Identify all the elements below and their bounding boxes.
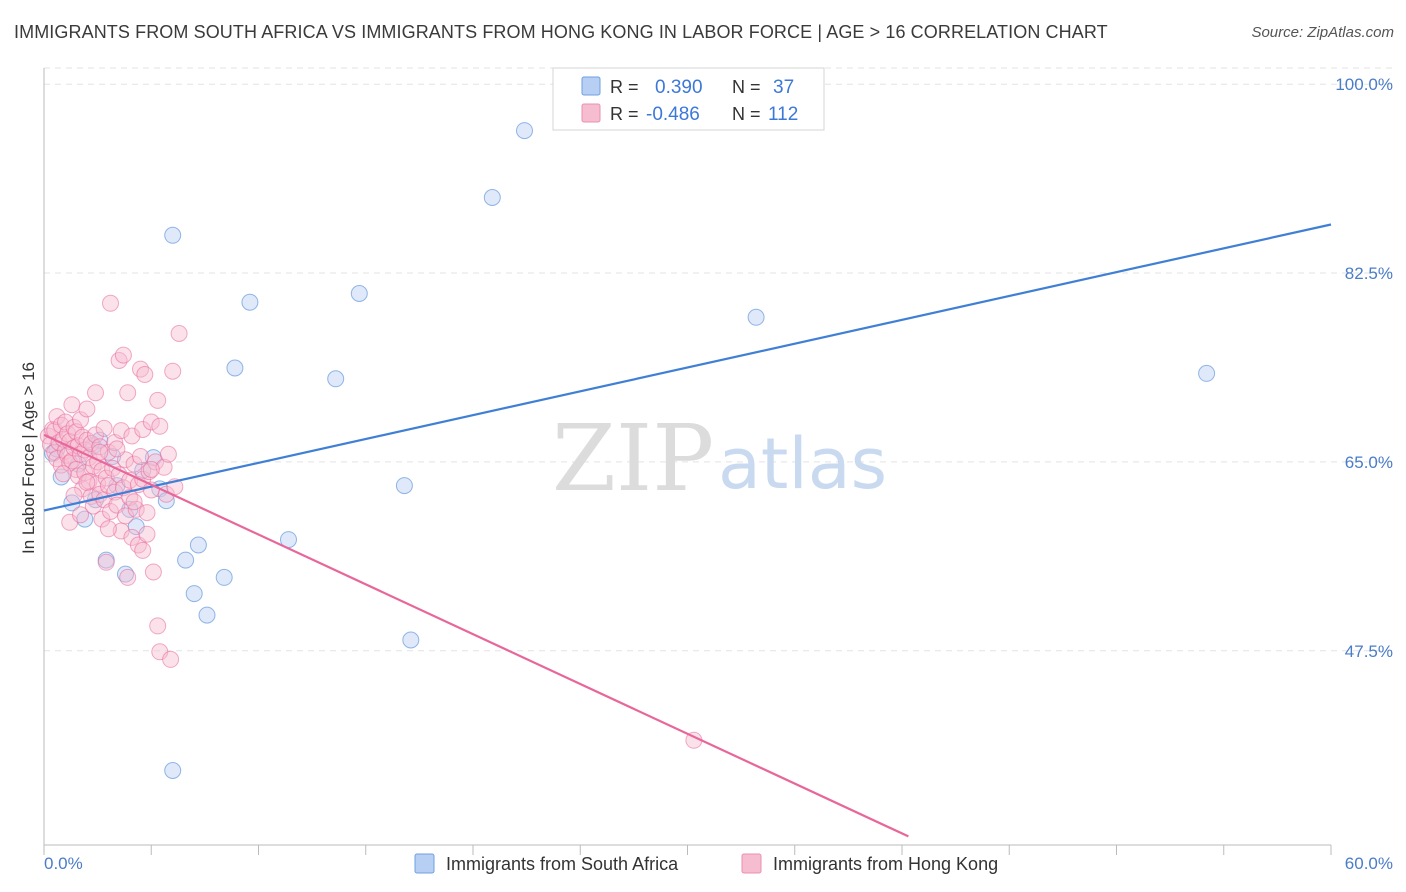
x-tick-label-max: 60.0% — [1345, 854, 1393, 873]
data-point — [747, 308, 765, 326]
bottom-legend: Immigrants from South Africa Immigrants … — [414, 853, 998, 874]
data-point — [1198, 364, 1216, 382]
data-point — [177, 551, 195, 569]
data-point — [164, 362, 182, 380]
data-point — [149, 617, 167, 635]
legend-n-label: N = — [732, 104, 761, 124]
data-point — [142, 413, 160, 431]
data-point — [149, 391, 167, 409]
data-point — [132, 448, 149, 465]
legend-item-hong-kong: Immigrants from Hong Kong — [773, 854, 998, 874]
data-point — [241, 293, 259, 311]
data-point — [112, 422, 130, 440]
legend-n-value: 112 — [768, 104, 798, 125]
trendline-south-africa — [43, 223, 1332, 512]
data-point — [516, 122, 533, 140]
legend-item-south-africa: Immigrants from South Africa — [446, 854, 679, 874]
data-point — [198, 606, 216, 624]
data-point — [87, 384, 104, 402]
data-point — [99, 520, 117, 538]
data-point — [78, 400, 96, 418]
data-point — [170, 325, 188, 342]
data-point — [215, 568, 233, 586]
data-point — [119, 384, 137, 402]
gridlines — [44, 67, 1393, 652]
data-point — [63, 396, 81, 414]
data-point — [327, 370, 345, 388]
y-axis-tick-labels: 47.5% 65.0% 82.5% 100.0% — [1335, 75, 1393, 661]
data-point — [72, 411, 89, 429]
data-point — [136, 366, 154, 383]
data-point — [483, 189, 501, 206]
data-point — [134, 541, 152, 559]
source-label: Source: ZipAtlas.com — [1251, 24, 1394, 41]
legend-n-label: N = — [732, 77, 761, 97]
x-axis-ticks — [43, 845, 1332, 855]
data-point — [138, 525, 156, 543]
data-point — [95, 419, 113, 437]
data-point — [78, 473, 96, 491]
data-point — [189, 536, 207, 554]
data-point — [164, 226, 182, 244]
data-point — [72, 506, 89, 524]
data-point — [97, 553, 115, 571]
data-point — [226, 359, 244, 377]
data-point — [134, 462, 152, 479]
data-point — [102, 294, 119, 312]
y-tick-label: 47.5% — [1345, 642, 1393, 661]
y-tick-label: 82.5% — [1345, 264, 1393, 283]
data-point — [138, 504, 156, 522]
data-point — [151, 417, 169, 435]
legend-item-hong-kong-swatch — [741, 853, 762, 874]
y-axis-label: In Labor Force | Age > 16 — [19, 362, 38, 554]
watermark-atlas: atlas — [718, 423, 887, 505]
legend-n-value: 37 — [773, 77, 794, 98]
legend-r-label: R = — [610, 77, 639, 97]
data-point — [108, 440, 126, 458]
legend-r-value: -0.486 — [646, 104, 700, 125]
legend-r-label: R = — [610, 104, 639, 124]
data-point — [123, 427, 141, 445]
data-point — [99, 477, 117, 495]
y-tick-label: 65.0% — [1345, 453, 1393, 472]
data-point — [119, 568, 137, 586]
watermark: ZIP atlas — [552, 405, 887, 512]
data-point — [185, 585, 203, 603]
data-point — [117, 507, 134, 525]
legend-r-value: 0.390 — [655, 77, 703, 98]
data-point — [159, 445, 177, 463]
data-point — [65, 486, 83, 504]
data-point — [48, 408, 66, 426]
x-tick-label-min: 0.0% — [44, 854, 83, 873]
data-point — [402, 631, 420, 649]
data-point — [144, 563, 162, 581]
data-point — [52, 468, 70, 486]
legend-swatch-blue — [581, 76, 601, 96]
data-point — [82, 435, 100, 452]
data-point — [350, 285, 368, 302]
legend-swatch-pink — [581, 103, 601, 123]
trendline-hong-kong — [43, 433, 909, 838]
data-point — [125, 493, 143, 511]
data-point — [155, 458, 173, 476]
data-point — [164, 762, 182, 779]
data-point — [99, 443, 117, 461]
legend-item-south-africa-swatch — [414, 853, 435, 874]
watermark-zip: ZIP — [552, 405, 714, 512]
data-point — [114, 346, 132, 364]
data-point — [142, 461, 160, 478]
chart-title: IMMIGRANTS FROM SOUTH AFRICA VS IMMIGRAN… — [14, 22, 1108, 42]
trendlines — [43, 223, 1332, 838]
data-point — [63, 452, 81, 470]
data-point — [54, 465, 72, 483]
data-point — [162, 650, 180, 668]
y-tick-label: 100.0% — [1335, 75, 1393, 94]
stats-legend: R = 0.390 N = 37 R = -0.486 N = 112 — [552, 67, 825, 131]
data-point — [395, 477, 413, 495]
